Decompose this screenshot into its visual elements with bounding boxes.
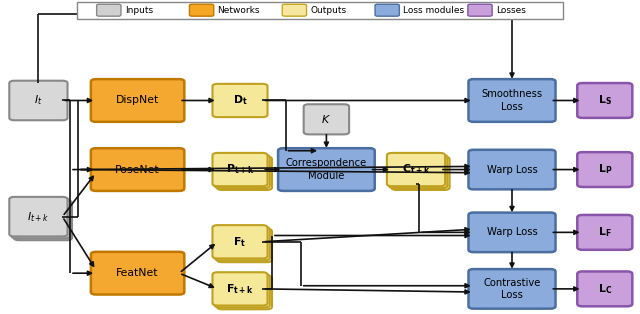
FancyBboxPatch shape xyxy=(12,199,70,238)
Text: Losses: Losses xyxy=(496,6,526,15)
Text: $\mathbf{L_C}$: $\mathbf{L_C}$ xyxy=(598,282,612,296)
FancyBboxPatch shape xyxy=(91,148,184,191)
FancyBboxPatch shape xyxy=(214,274,270,307)
FancyBboxPatch shape xyxy=(217,229,272,262)
FancyBboxPatch shape xyxy=(387,153,445,186)
FancyBboxPatch shape xyxy=(212,153,268,186)
Text: DispNet: DispNet xyxy=(116,95,159,106)
Text: Contrastive
Loss: Contrastive Loss xyxy=(483,278,541,300)
FancyBboxPatch shape xyxy=(91,252,184,295)
FancyBboxPatch shape xyxy=(468,269,556,309)
FancyBboxPatch shape xyxy=(97,4,121,16)
Text: $\mathbf{L_S}$: $\mathbf{L_S}$ xyxy=(598,94,612,107)
Text: Warp Loss: Warp Loss xyxy=(486,165,538,175)
Text: $I_{t+k}$: $I_{t+k}$ xyxy=(28,210,49,224)
FancyBboxPatch shape xyxy=(189,4,214,16)
FancyBboxPatch shape xyxy=(577,215,632,250)
FancyBboxPatch shape xyxy=(468,150,556,189)
Text: Correspondence
Module: Correspondence Module xyxy=(286,158,367,181)
FancyBboxPatch shape xyxy=(468,79,556,122)
FancyBboxPatch shape xyxy=(468,4,492,16)
Text: $\mathbf{F_{t+k}}$: $\mathbf{F_{t+k}}$ xyxy=(226,282,254,296)
FancyBboxPatch shape xyxy=(468,213,556,252)
FancyBboxPatch shape xyxy=(304,104,349,134)
Text: $\mathbf{D_t}$: $\mathbf{D_t}$ xyxy=(233,94,247,107)
Text: PoseNet: PoseNet xyxy=(115,165,160,175)
FancyBboxPatch shape xyxy=(577,271,632,306)
Text: Loss modules: Loss modules xyxy=(403,6,465,15)
FancyBboxPatch shape xyxy=(217,157,272,190)
FancyBboxPatch shape xyxy=(91,79,184,122)
Text: Warp Loss: Warp Loss xyxy=(486,227,538,237)
Text: $\mathbf{C_{t+k}}$: $\mathbf{C_{t+k}}$ xyxy=(402,163,430,176)
FancyBboxPatch shape xyxy=(212,84,268,117)
Text: Networks: Networks xyxy=(218,6,260,15)
Text: $\mathbf{L_F}$: $\mathbf{L_F}$ xyxy=(598,225,612,239)
FancyBboxPatch shape xyxy=(375,4,399,16)
Text: $I_t$: $I_t$ xyxy=(34,94,43,107)
FancyBboxPatch shape xyxy=(577,152,632,187)
FancyBboxPatch shape xyxy=(214,227,270,260)
FancyBboxPatch shape xyxy=(577,83,632,118)
Text: FeatNet: FeatNet xyxy=(116,268,159,278)
Text: $\mathbf{P_{t+k}}$: $\mathbf{P_{t+k}}$ xyxy=(226,163,254,176)
Text: $\mathbf{L_P}$: $\mathbf{L_P}$ xyxy=(598,163,612,176)
Text: Inputs: Inputs xyxy=(125,6,153,15)
FancyBboxPatch shape xyxy=(392,157,450,190)
FancyBboxPatch shape xyxy=(282,4,307,16)
Text: Outputs: Outputs xyxy=(310,6,346,15)
Text: $\mathbf{F_t}$: $\mathbf{F_t}$ xyxy=(234,235,246,249)
FancyBboxPatch shape xyxy=(9,81,68,120)
FancyBboxPatch shape xyxy=(217,276,272,309)
FancyBboxPatch shape xyxy=(212,225,268,258)
FancyBboxPatch shape xyxy=(212,272,268,306)
FancyBboxPatch shape xyxy=(14,201,72,240)
FancyBboxPatch shape xyxy=(77,2,563,19)
Text: Smoothness
Loss: Smoothness Loss xyxy=(481,89,543,112)
FancyBboxPatch shape xyxy=(9,197,68,236)
Text: $K$: $K$ xyxy=(321,113,332,125)
FancyBboxPatch shape xyxy=(278,148,375,191)
FancyBboxPatch shape xyxy=(214,155,270,188)
FancyBboxPatch shape xyxy=(389,155,447,188)
